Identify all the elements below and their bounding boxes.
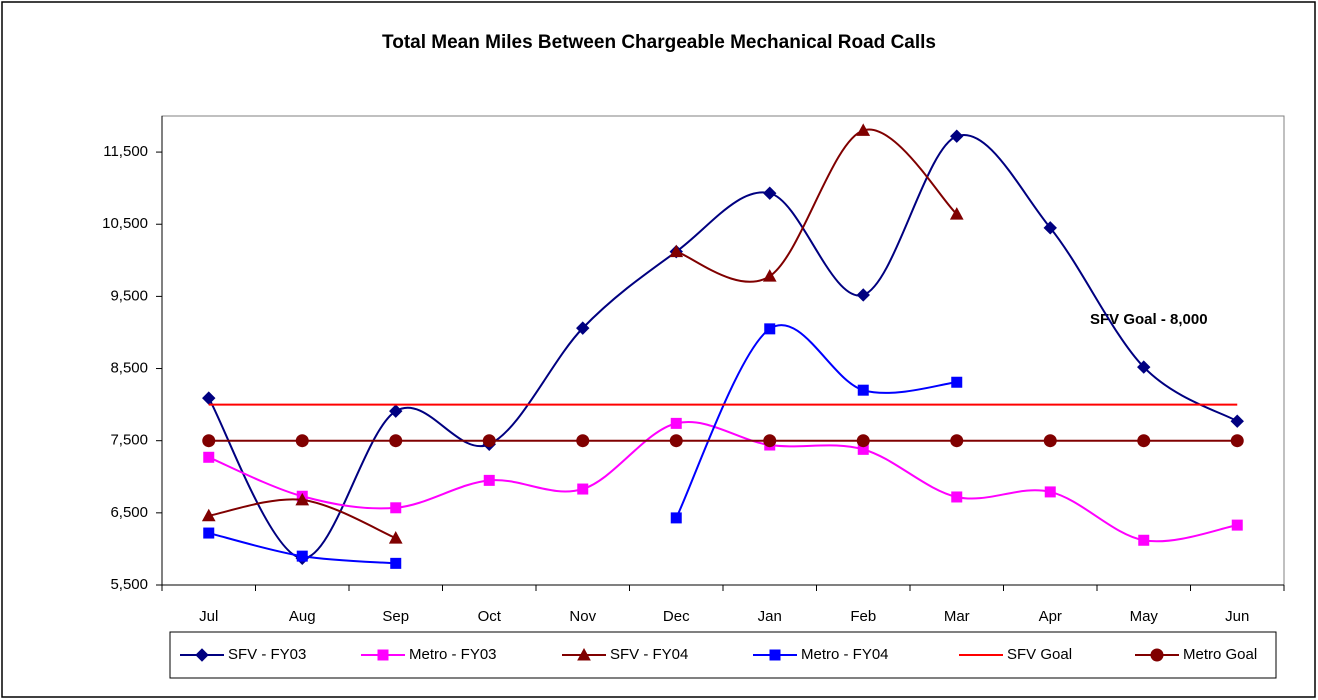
x-tick-label: Jan	[758, 608, 782, 625]
marker	[670, 512, 682, 524]
marker	[390, 502, 402, 514]
legend-label: Metro - FY04	[801, 646, 889, 663]
marker	[1230, 434, 1244, 448]
legend-label: Metro - FY03	[409, 646, 497, 663]
legend-box	[169, 631, 1277, 679]
marker	[1137, 434, 1151, 448]
marker	[1044, 486, 1056, 498]
y-tick-label: 11,500	[103, 143, 148, 160]
marker	[202, 434, 216, 448]
marker	[389, 404, 403, 418]
y-tick-label: 7,500	[110, 432, 148, 449]
marker	[1138, 534, 1150, 546]
plot-area	[161, 115, 1285, 586]
marker	[295, 492, 310, 506]
x-tick-label: Jul	[199, 608, 218, 625]
marker	[1043, 434, 1057, 448]
marker	[390, 557, 402, 569]
y-tick-label: 9,500	[110, 287, 148, 304]
marker	[856, 288, 870, 302]
marker	[856, 434, 870, 448]
marker	[203, 527, 215, 539]
marker	[769, 649, 781, 661]
x-tick-label: Feb	[850, 608, 876, 625]
x-tick-label: Sep	[382, 608, 409, 625]
marker	[856, 123, 871, 136]
marker	[763, 186, 777, 200]
marker	[1137, 360, 1151, 374]
marker	[483, 474, 495, 486]
y-tick-label: 6,500	[110, 504, 148, 521]
marker	[482, 434, 496, 448]
marker	[1230, 414, 1244, 428]
marker	[951, 491, 963, 503]
marker	[577, 647, 591, 661]
x-tick-label: Dec	[663, 608, 690, 625]
marker	[1150, 648, 1164, 662]
x-tick-label: May	[1130, 608, 1159, 625]
marker	[1043, 221, 1057, 235]
marker	[857, 384, 869, 396]
x-tick-label: Oct	[478, 608, 502, 625]
x-tick-label: Mar	[944, 608, 970, 625]
legend-label: SFV - FY03	[228, 646, 306, 663]
legend-label: SFV Goal	[1007, 646, 1072, 663]
x-tick-label: Apr	[1039, 608, 1062, 625]
marker	[764, 323, 776, 335]
marker	[576, 434, 590, 448]
x-tick-label: Aug	[289, 608, 316, 625]
legend-label: Metro Goal	[1183, 646, 1257, 663]
marker	[388, 531, 403, 544]
y-tick-label: 8,500	[110, 360, 148, 377]
marker	[195, 648, 209, 662]
marker	[389, 434, 403, 448]
marker	[763, 434, 777, 448]
marker	[377, 649, 389, 661]
marker	[577, 483, 589, 495]
marker	[1231, 519, 1243, 531]
x-tick-label: Nov	[569, 608, 596, 625]
marker	[950, 129, 964, 143]
marker	[296, 550, 308, 562]
y-tick-label: 5,500	[110, 576, 148, 593]
marker	[576, 321, 590, 335]
marker	[762, 269, 777, 282]
marker	[949, 207, 964, 220]
annotation: SFV Goal - 8,000	[1090, 311, 1208, 328]
marker	[670, 417, 682, 429]
chart-title: Total Mean Miles Between Chargeable Mech…	[382, 32, 936, 53]
marker	[669, 434, 683, 448]
legend-label: SFV - FY04	[610, 646, 688, 663]
marker	[201, 508, 216, 522]
marker	[951, 376, 963, 388]
marker	[295, 434, 309, 448]
y-tick-label: 10,500	[102, 215, 148, 232]
x-tick-label: Jun	[1225, 608, 1249, 625]
marker	[669, 244, 684, 258]
marker	[950, 434, 964, 448]
marker	[203, 451, 215, 463]
